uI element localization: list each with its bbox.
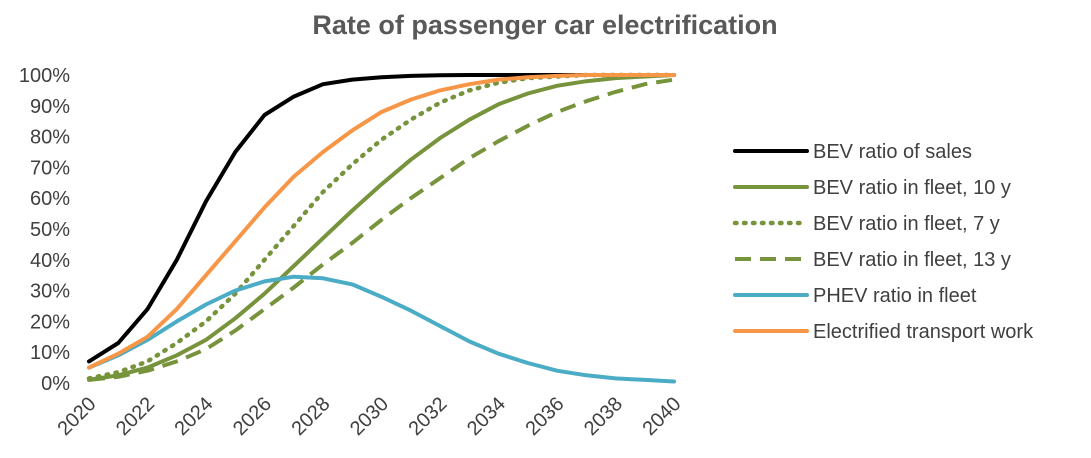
y-tick-label: 10% bbox=[30, 342, 70, 364]
legend-label: BEV ratio in fleet, 7 y bbox=[813, 213, 1000, 235]
legend-label: Electrified transport work bbox=[813, 321, 1034, 343]
series-line-4 bbox=[88, 77, 675, 382]
y-tick-label: 90% bbox=[30, 96, 70, 118]
x-tick-label: 2030 bbox=[346, 393, 393, 440]
x-tick-label: 2038 bbox=[580, 393, 627, 440]
y-tick-label: 70% bbox=[30, 157, 70, 179]
x-tick-label: 2032 bbox=[405, 393, 452, 440]
y-tick-label: 100% bbox=[19, 65, 70, 87]
y-tick-label: 0% bbox=[41, 373, 70, 395]
legend-label: BEV ratio in fleet, 10 y bbox=[813, 177, 1011, 199]
x-tick-label: 2026 bbox=[229, 393, 276, 440]
legend-label: BEV ratio in fleet, 13 y bbox=[813, 249, 1011, 271]
legend-label: PHEV ratio in fleet bbox=[813, 285, 977, 307]
x-tick-label: 2022 bbox=[112, 393, 159, 440]
series-line-2 bbox=[87, 73, 676, 382]
legend: BEV ratio of sales BEV ratio in fleet, 10… bbox=[732, 141, 1034, 343]
x-tick-label: 2036 bbox=[522, 393, 569, 440]
y-tick-label: 40% bbox=[30, 250, 70, 272]
x-tick-label: 2028 bbox=[288, 393, 335, 440]
series-lines bbox=[86, 72, 677, 384]
chart-title: Rate of passenger car electrification bbox=[312, 10, 777, 40]
y-tick-label: 80% bbox=[30, 127, 70, 149]
axes: 0%10%20%30%40%50%60%70%80%90%100%2020 202… bbox=[19, 65, 686, 440]
x-tick-label: 2034 bbox=[463, 393, 510, 440]
y-tick-label: 50% bbox=[30, 219, 70, 241]
y-tick-label: 30% bbox=[30, 281, 70, 303]
x-tick-label: 2020 bbox=[54, 393, 101, 440]
legend-label: BEV ratio of sales bbox=[813, 141, 972, 163]
y-tick-label: 20% bbox=[30, 311, 70, 333]
x-tick-label: 2024 bbox=[171, 393, 218, 440]
x-tick-label: 2040 bbox=[639, 393, 686, 440]
series-line-6 bbox=[87, 73, 676, 370]
series-line-5 bbox=[87, 274, 676, 384]
y-tick-label: 60% bbox=[30, 188, 70, 210]
series-line-3 bbox=[86, 72, 677, 381]
